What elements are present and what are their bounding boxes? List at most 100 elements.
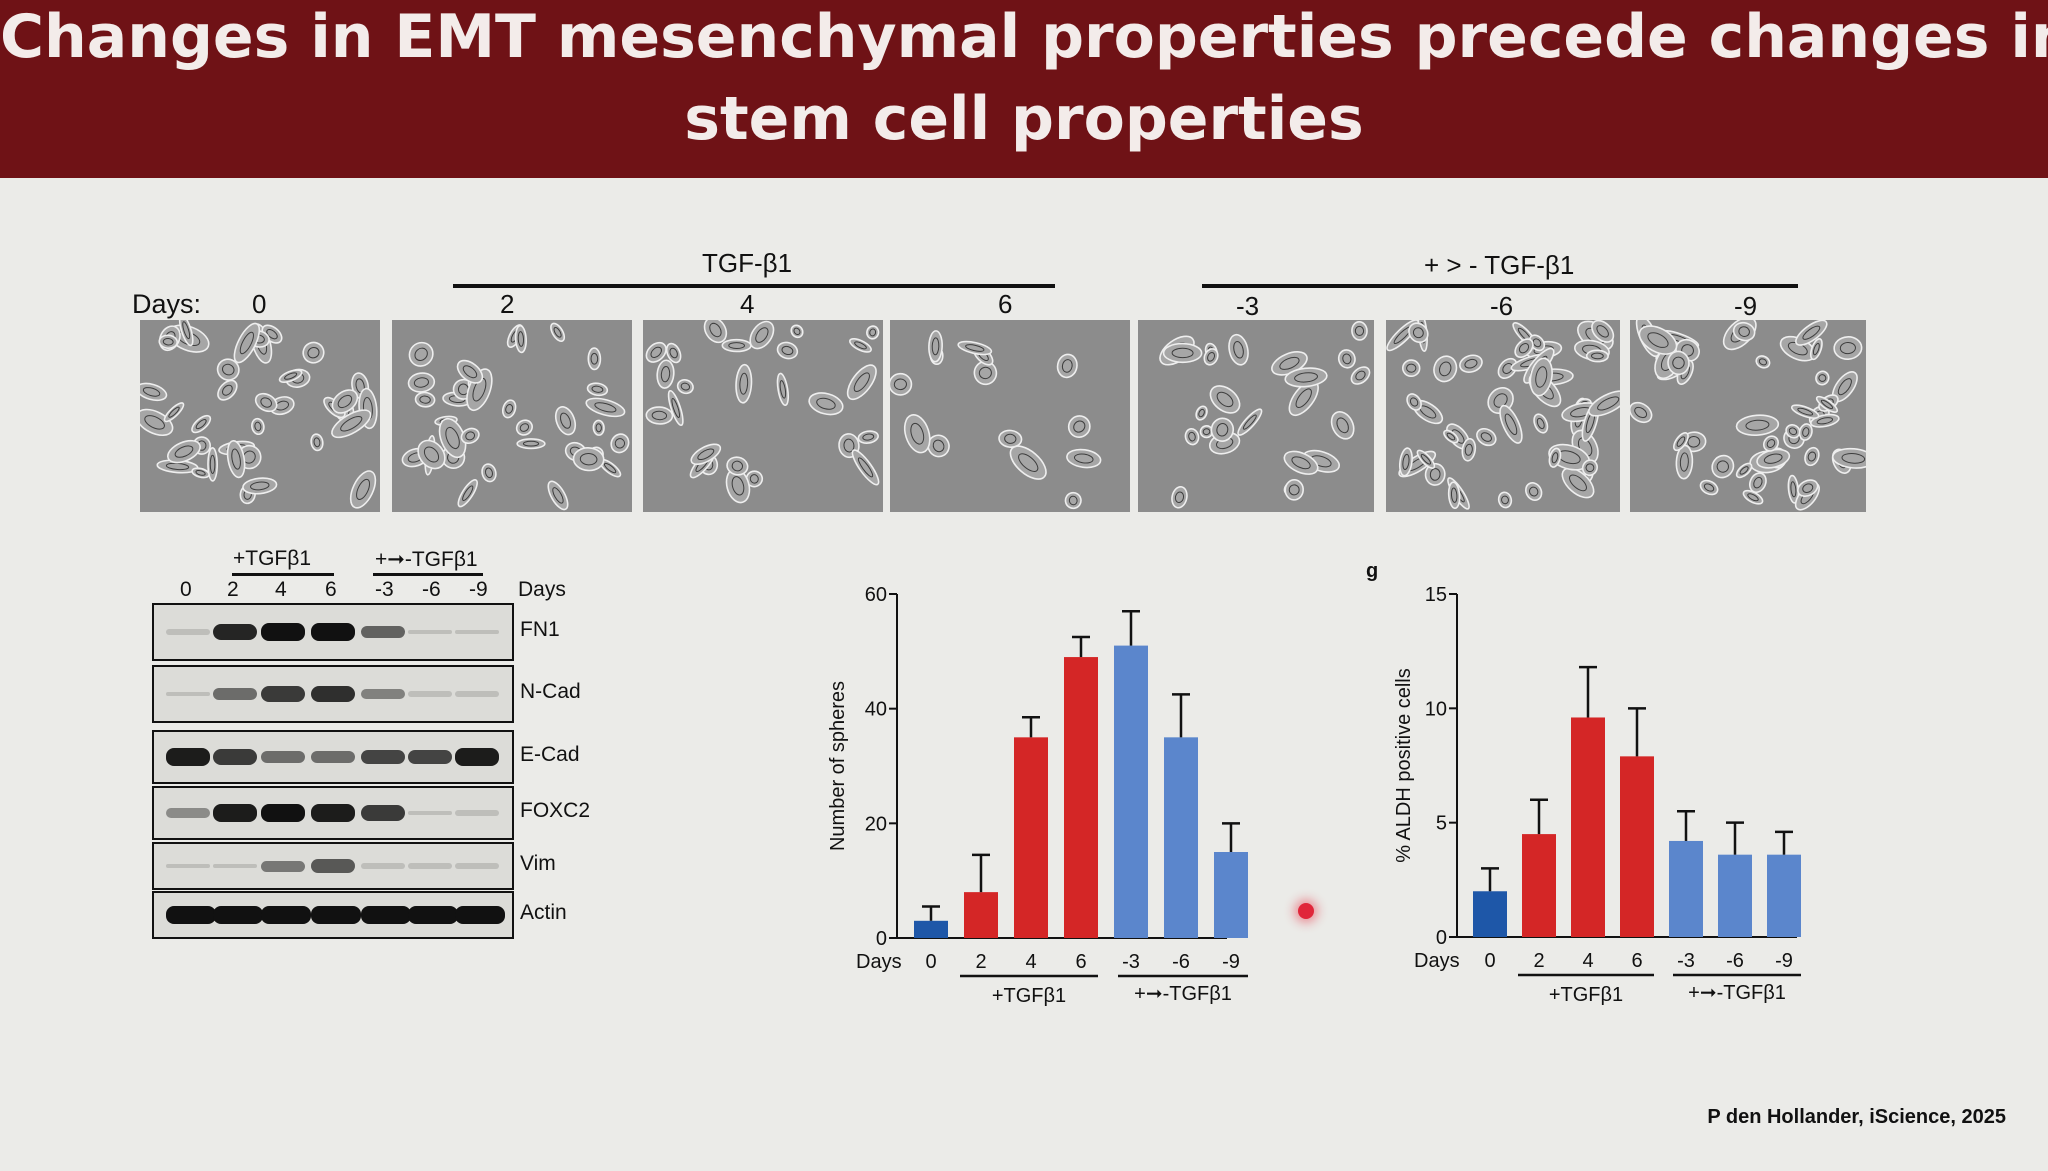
y-tick-label: 10 [1425, 698, 1447, 720]
blot-band [455, 906, 505, 924]
blot-band [455, 629, 499, 635]
bar [1473, 891, 1507, 937]
blot-band [261, 623, 305, 641]
x-tick-label: -3 [1122, 951, 1140, 973]
blot-band [311, 751, 355, 763]
blot-lane-label: 4 [275, 578, 287, 601]
x-tick-label: 6 [1075, 951, 1086, 973]
panel-label: g [1366, 560, 1378, 582]
blot-band [213, 906, 263, 924]
blot-protein-label: FN1 [520, 618, 560, 641]
micrograph-group-1-bracket [453, 284, 1055, 288]
slide-title-line-1: Changes in EMT mesenchymal properties pr… [0, 2, 2048, 72]
micrograph-image [392, 320, 632, 512]
blot-band [408, 690, 452, 698]
blot-row [152, 891, 514, 939]
x-tick-label: 2 [975, 951, 986, 973]
micrograph-image [140, 320, 380, 512]
blot-band [261, 906, 311, 924]
x-tick-label: -6 [1172, 951, 1190, 973]
bar [1214, 852, 1248, 938]
x-tick-label: -3 [1677, 950, 1695, 972]
x-tick-label: -9 [1775, 950, 1793, 972]
y-tick-label: 5 [1436, 813, 1447, 835]
title-banner: Changes in EMT mesenchymal properties pr… [0, 0, 2048, 178]
blot-band [361, 625, 405, 639]
micrograph-day-label: 4 [740, 289, 755, 319]
blot-band [408, 810, 452, 816]
blot-band [166, 808, 210, 818]
y-tick-label: 15 [1425, 584, 1447, 606]
bar [1571, 717, 1605, 937]
y-tick-label: 0 [1436, 927, 1447, 949]
blot-band [455, 748, 499, 766]
blot-row [152, 665, 514, 723]
blot-band [408, 863, 452, 869]
bar [1620, 756, 1654, 937]
blot-band [261, 860, 305, 872]
blot-band [361, 863, 405, 869]
blot-protein-label: FOXC2 [520, 799, 591, 822]
x-tick-label: 4 [1025, 951, 1036, 973]
blot-lane-label: -9 [469, 578, 488, 601]
group-label: +TGFβ1 [1549, 984, 1623, 1006]
group-label: +TGFβ1 [992, 985, 1066, 1007]
blot-protein-label: N-Cad [520, 680, 581, 703]
blot-band [361, 749, 405, 765]
micrograph-day-label: 2 [500, 289, 515, 319]
blot-group-1-bracket [232, 573, 334, 576]
micrograph-day-label: -9 [1734, 291, 1758, 321]
micrograph-image [1386, 320, 1620, 512]
blot-band [311, 906, 361, 924]
blot-band [311, 859, 355, 873]
blot-band [408, 906, 458, 924]
blot-band [408, 749, 452, 765]
micrograph-days-label: Days: [132, 289, 202, 319]
spheres-bar-chart: 0 20 40 60 Number of spheres 0 2 4 6 -3 -6 -9 Days +T… [827, 584, 1248, 1007]
citation: P den Hollander, iScience, 2025 [1707, 1106, 2006, 1128]
bar [1767, 854, 1801, 937]
x-tick-label: 0 [1484, 950, 1495, 972]
blot-band [311, 686, 355, 702]
blot-band [261, 804, 305, 822]
bar [1064, 657, 1098, 938]
y-tick-label: 40 [865, 699, 887, 721]
x-tick-label: 6 [1631, 950, 1642, 972]
blot-lane-label: 6 [325, 578, 337, 601]
bar [1114, 645, 1148, 938]
blot-band [213, 749, 257, 765]
blot-row [152, 786, 514, 840]
blot-days-label: Days [518, 578, 566, 601]
bar [1718, 854, 1752, 937]
x-axis-label: Days [856, 951, 902, 973]
y-tick-label: 20 [865, 813, 887, 835]
bar [1014, 737, 1048, 938]
micrograph-day-label: -3 [1236, 291, 1260, 321]
blot-group-1-label: +TGFβ1 [233, 547, 312, 570]
x-tick-label: -6 [1726, 950, 1744, 972]
micrograph-image [890, 320, 1130, 512]
blot-lane-label: 2 [227, 578, 239, 601]
blot-protein-label: E-Cad [520, 743, 580, 766]
micrograph-group-2-label: + > - TGF-β1 [1424, 250, 1575, 280]
blot-band [213, 863, 257, 869]
x-tick-label: 4 [1582, 950, 1593, 972]
blot-band [455, 810, 499, 816]
blot-band [213, 688, 257, 700]
blot-band [455, 690, 499, 698]
micrograph-day-label: -6 [1490, 291, 1514, 321]
blot-row [152, 730, 514, 784]
blot-band [455, 863, 499, 869]
blot-band [166, 691, 210, 697]
bar [964, 892, 998, 938]
micrograph-group-1-label: TGF-β1 [702, 248, 793, 278]
blot-band [213, 623, 257, 641]
y-axis-label: Number of spheres [827, 681, 849, 851]
blot-lane-label: -6 [422, 578, 441, 601]
blot-protein-label: Vim [520, 852, 556, 875]
x-tick-label: 0 [925, 951, 936, 973]
slide-title-line-2: stem cell properties [684, 84, 1364, 154]
micrograph-image [1630, 320, 1866, 512]
bar [1164, 737, 1198, 938]
blot-row [152, 603, 514, 661]
